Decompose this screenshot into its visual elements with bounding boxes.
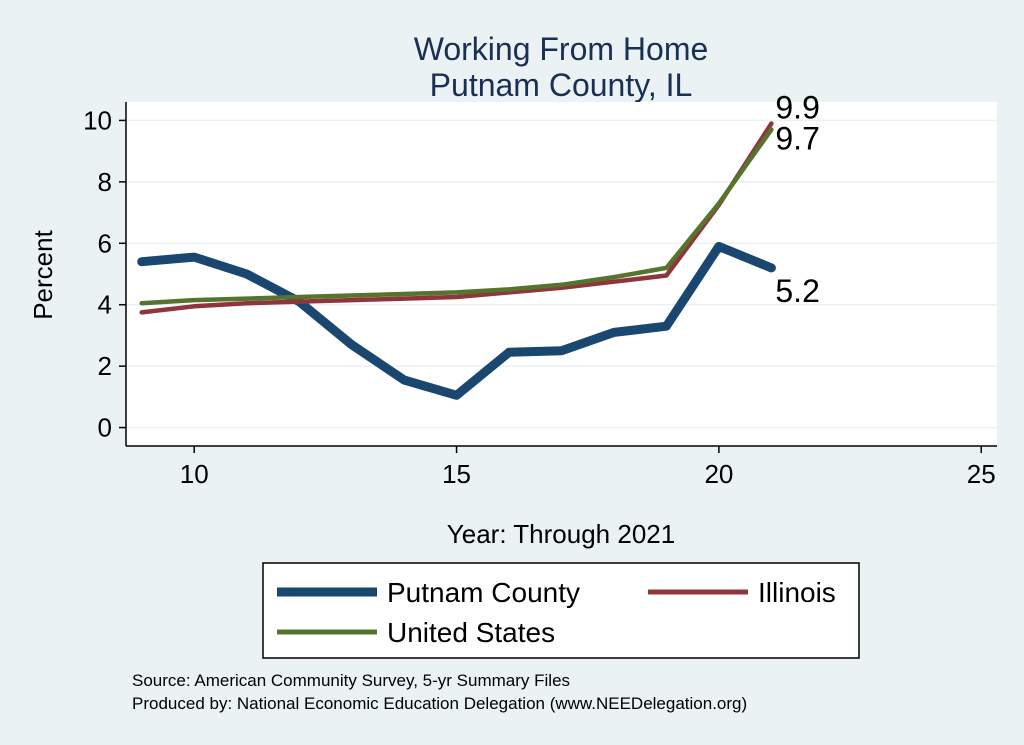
series-line-united-states [139, 127, 774, 306]
y-tick-label: 4 [98, 290, 112, 320]
series-line-putnam [137, 241, 776, 400]
legend-label-united-states: United States [387, 617, 555, 648]
chart-title-line-2: Putnam County, IL [430, 67, 693, 103]
y-axis-label: Percent [28, 229, 58, 319]
chart-title-line-1: Working From Home [414, 31, 709, 67]
legend-label-putnam: Putnam County [387, 577, 580, 608]
legend-box [262, 562, 860, 659]
end-label-illinois: 9.9 [775, 90, 819, 126]
end-label-united-states: 9.7 [775, 121, 819, 157]
producer-note: Produced by: National Economic Education… [132, 694, 747, 713]
x-axis-label: Year: Through 2021 [447, 519, 675, 549]
series-line-illinois [139, 121, 774, 315]
legend-label-illinois: Illinois [758, 577, 836, 608]
y-tick-label: 6 [98, 228, 112, 258]
source-note: Source: American Community Survey, 5-yr … [132, 671, 570, 690]
plot-area [126, 102, 997, 446]
series-layer [137, 121, 776, 400]
y-tick-label: 2 [98, 351, 112, 381]
x-tick-label: 20 [704, 459, 733, 489]
end-label-putnam: 5.2 [775, 273, 819, 309]
axes: 0 2 4 6 8 10 10 15 20 25 [83, 102, 997, 489]
y-tick-label: 0 [98, 413, 112, 443]
grid [126, 119, 997, 429]
legend: Putnam County Illinois United States [262, 562, 860, 659]
y-tick-label: 8 [98, 167, 112, 197]
end-labels: 5.2 9.99.7 [775, 90, 819, 309]
x-tick-label: 25 [967, 459, 996, 489]
y-tick-label: 10 [83, 105, 112, 135]
x-tick-label: 10 [180, 459, 209, 489]
x-tick-label: 15 [442, 459, 471, 489]
